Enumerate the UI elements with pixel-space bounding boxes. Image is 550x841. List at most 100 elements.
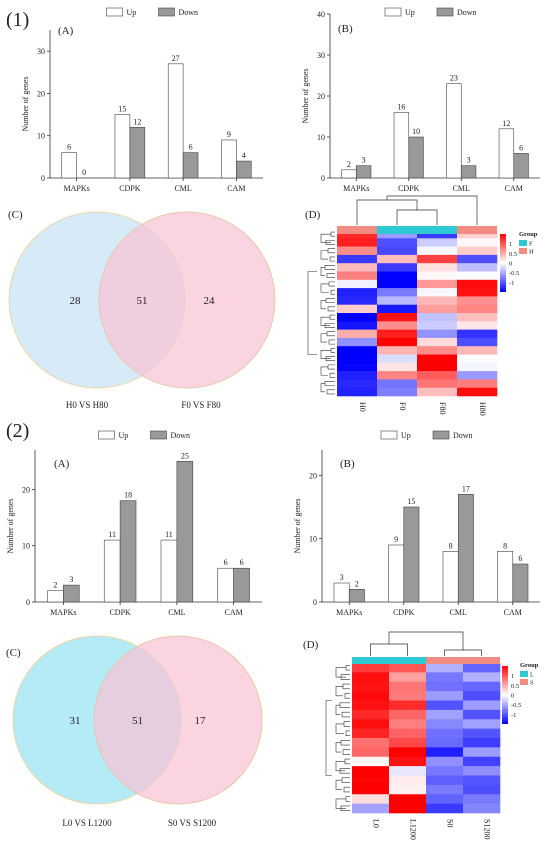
heatmap-cell (457, 274, 498, 278)
heatmap-cell (377, 390, 418, 394)
heatmap-cell (417, 260, 458, 264)
y-tick-label: 30 (317, 51, 325, 60)
heatmap-cell (426, 703, 464, 708)
legend-label-up: Up (401, 431, 411, 440)
heatmap-cell (352, 794, 390, 798)
heatmap-cell (463, 775, 501, 779)
color-scale-tick: 0 (511, 693, 514, 700)
heatmap-cell (463, 744, 501, 748)
heatmap-cell (377, 376, 418, 380)
heatmap-cell (352, 775, 390, 779)
heatmap-cell (457, 387, 498, 391)
heatmap-cell (337, 324, 378, 328)
heatmap-cell (463, 806, 501, 811)
heatmap-cell (337, 257, 378, 261)
heatmap-cell (457, 307, 498, 311)
heatmap-cell (457, 362, 498, 366)
heatmap-cell (457, 346, 498, 350)
group-legend-title: Group (519, 231, 538, 238)
group-legend-swatch (520, 679, 528, 685)
heatmap-cell (463, 756, 501, 761)
data-label: 3 (467, 156, 471, 165)
data-label: 6 (67, 143, 71, 152)
heatmap-cell (337, 246, 378, 250)
heatmap-cell (352, 709, 390, 714)
legend-label-down: Down (179, 8, 199, 17)
heatmap-cell (457, 373, 498, 377)
x-tick-label: CAM (504, 608, 522, 617)
heatmap-cell (337, 351, 378, 355)
y-axis-label: Number of genes (301, 68, 310, 123)
bar-up (446, 83, 462, 179)
x-tick-label: CDPK (119, 184, 141, 193)
heatmap-cell (457, 254, 498, 258)
heatmap-cell (377, 335, 418, 339)
legend-swatch-down (158, 7, 175, 17)
heatmap-cell (337, 348, 378, 353)
venn-count-overlap: 51 (137, 295, 148, 307)
color-scale-tick: -1 (509, 280, 514, 287)
heatmap-cell (426, 788, 464, 792)
heatmap-cell (352, 731, 390, 736)
y-tick-label: 0 (313, 598, 317, 607)
heatmap-cell (417, 376, 458, 380)
heatmap-cell (377, 243, 418, 247)
data-label: 3 (69, 575, 73, 584)
heatmap-cell (457, 384, 498, 388)
heatmap-cell (426, 684, 464, 689)
heatmap-cell (426, 738, 464, 742)
group-legend-title: Group (520, 662, 539, 669)
heatmap-cell (337, 371, 378, 375)
heatmap-cell (457, 288, 498, 292)
heatmap-cell (337, 304, 378, 308)
heatmap-cell (426, 700, 464, 704)
data-label: 11 (108, 530, 116, 539)
venn-label-set-2: F0 VS F80 (181, 400, 221, 410)
heatmap-cell (463, 741, 501, 745)
heatmap-cell (352, 669, 390, 673)
heatmap-cell (417, 357, 458, 361)
data-label: 3 (340, 573, 344, 582)
heatmap-cell (352, 747, 390, 751)
heatmap-cell (337, 346, 378, 350)
bar-down (403, 506, 420, 603)
data-label: 12 (502, 119, 510, 128)
heatmap-cell (457, 235, 498, 239)
heatmap-cell (389, 806, 427, 811)
heatmap-cell (337, 252, 378, 256)
heatmap-cell (377, 252, 418, 256)
group-legend-swatch (519, 240, 527, 246)
heatmap-cell (463, 709, 501, 714)
column-dendrogram (356, 195, 478, 225)
heatmap-cell (337, 373, 378, 377)
heatmap-cell (389, 803, 427, 808)
heatmap-cell (457, 282, 498, 286)
heatmap-cell (337, 282, 378, 286)
heatmap-cell (377, 357, 418, 361)
data-label: 0 (82, 168, 86, 177)
heatmap-cell (457, 241, 498, 245)
heatmap-cell (463, 678, 501, 683)
heatmap-cell (417, 296, 458, 300)
heatmap-cell (426, 713, 464, 717)
heatmap-cell (463, 772, 501, 776)
heatmap-cell (352, 666, 390, 670)
heatmap-cell (377, 324, 418, 328)
heatmap-cell (426, 747, 464, 751)
y-tick-label: 0 (41, 174, 45, 183)
heatmap-cell (457, 243, 498, 247)
panel-label: (D) (303, 639, 319, 651)
heatmap-cell (426, 672, 464, 676)
heatmap-cell (417, 332, 458, 336)
heatmap-cell (417, 252, 458, 256)
heatmap-cell (337, 326, 378, 330)
heatmap-cell (377, 271, 418, 275)
heatmap-cell (377, 384, 418, 388)
data-label: 8 (449, 541, 453, 550)
x-tick-label: CAM (225, 608, 243, 617)
x-tick-label: MAPKs (64, 184, 90, 193)
heatmap-cell (337, 243, 378, 247)
heatmap-cell (377, 318, 418, 322)
bar-down (408, 136, 424, 179)
heatmap-cell (337, 279, 378, 283)
